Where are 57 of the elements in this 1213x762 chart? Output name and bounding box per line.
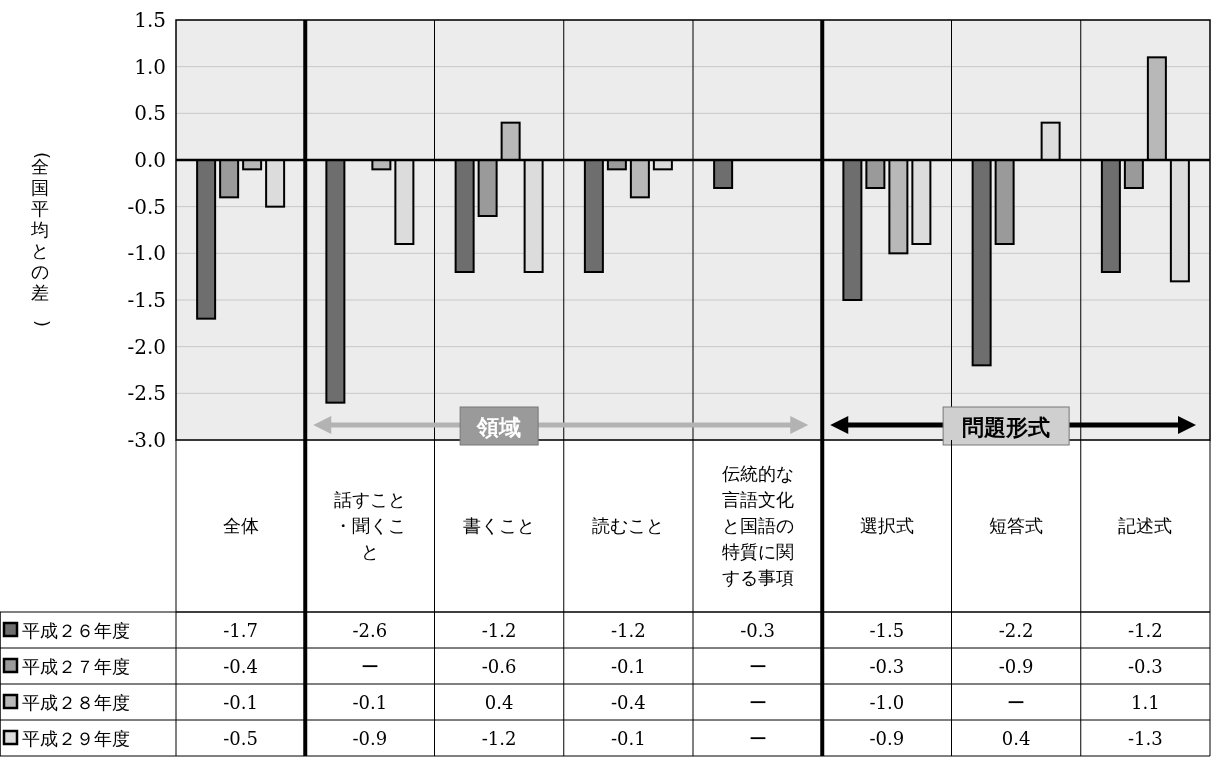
data-label: -1.2 [1128, 620, 1163, 641]
x-tick-label: 全体 [222, 515, 259, 536]
legend-label: 平成２９年度 [22, 728, 130, 749]
data-label: -1.0 [869, 692, 905, 713]
data-label: -0.4 [611, 692, 646, 713]
data-label: -0.9 [352, 728, 388, 749]
data-label: -0.4 [223, 656, 258, 677]
data-label: -0.5 [223, 728, 258, 749]
data-label: 0.4 [1001, 728, 1031, 749]
data-label: -2.6 [352, 620, 388, 641]
x-tick-label: 短答式 [989, 515, 1044, 536]
y-tick-label: -2.0 [127, 334, 166, 359]
y-tick-label: 0.5 [134, 101, 166, 126]
x-tick-label: 読むこと [592, 515, 665, 536]
text: ー [748, 656, 767, 677]
y-tick-label: -1.0 [127, 241, 166, 266]
x-tick-label: 選択式 [859, 515, 914, 536]
text: ー [360, 656, 379, 677]
data-label: -0.1 [611, 656, 646, 677]
x-tick-label: 記述式 [1118, 515, 1173, 536]
y-tick-label: 1.0 [134, 54, 166, 79]
data-label: -1.3 [1128, 728, 1163, 749]
data-label: -0.3 [869, 656, 905, 677]
data-label: -2.2 [998, 620, 1034, 641]
data-label: -1.2 [481, 728, 517, 749]
legend-label: 平成２８年度 [22, 692, 130, 713]
annotation: 領域 [476, 415, 522, 440]
legend-label: 平成２６年度 [22, 620, 130, 641]
data-label: -0.3 [1128, 656, 1163, 677]
data-label: -0.9 [869, 728, 905, 749]
data-label: -0.1 [611, 728, 646, 749]
text: (全国平均との差) [31, 152, 54, 328]
data-label: -0.1 [223, 692, 258, 713]
data-label: -0.1 [352, 692, 388, 713]
data-label: -0.6 [481, 656, 517, 677]
data-label: -1.5 [869, 620, 905, 641]
x-tick-label: 書くこと [463, 515, 536, 536]
data-label: 1.1 [1131, 692, 1160, 713]
data-label: 0.4 [484, 692, 514, 713]
x-tick-label: 話すこと・聞くこと [333, 489, 406, 562]
data-label: -1.7 [223, 620, 258, 641]
y-tick-label: 0.0 [134, 148, 166, 172]
data-label: -0.3 [740, 620, 775, 641]
y-tick-label: -2.5 [127, 381, 166, 406]
data-label: -0.9 [998, 656, 1034, 677]
y-tick-label: -0.5 [127, 194, 166, 219]
y-tick-label: 1.5 [134, 8, 166, 32]
x-tick-label: 伝統的な言語文化と国語の特質に関する事項 [721, 463, 794, 588]
y-tick-label: -3.0 [127, 428, 166, 452]
data-label: -1.2 [611, 620, 646, 641]
text: ー [748, 692, 767, 713]
text: ー [1007, 692, 1026, 713]
legend-label: 平成２７年度 [22, 656, 130, 677]
annotation: 問題形式 [962, 415, 1051, 440]
y-tick-label: -1.5 [127, 288, 166, 312]
data-label: -1.2 [481, 620, 517, 641]
text: ー [748, 728, 767, 749]
